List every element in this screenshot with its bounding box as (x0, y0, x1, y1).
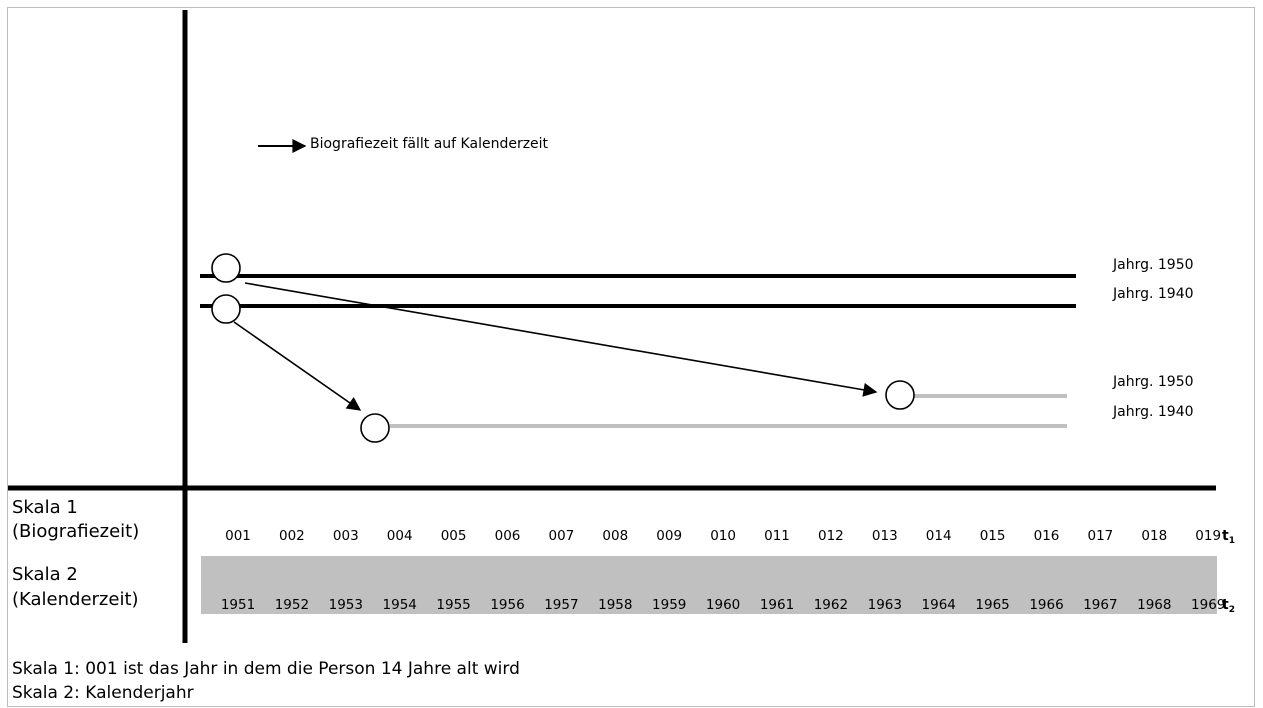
scale1-tick-group: 001 002 003 004 005 006 007 008 009 010 011 012 013 0… (225, 528, 1221, 544)
scale2-tick-1959: 1959 (652, 597, 686, 613)
scale2-tick-1964: 1964 (922, 597, 956, 613)
scale1-tick-013: 013 (872, 528, 898, 544)
scale1-tick-014: 014 (926, 528, 952, 544)
scale2-tick-1965: 1965 (975, 597, 1009, 613)
scale2-tick-1966: 1966 (1029, 597, 1063, 613)
label-1950-black: Jahrg. 1950 (1113, 257, 1194, 273)
scale1-tick-009: 009 (656, 528, 682, 544)
scale1-tick-006: 006 (495, 528, 521, 544)
t2-symbol: t2 (1222, 597, 1235, 615)
scale1-tick-015: 015 (980, 528, 1006, 544)
label-1950-gray: Jahrg. 1950 (1113, 374, 1194, 390)
scale1-tick-001: 001 (225, 528, 251, 544)
label-1940-gray: Jahrg. 1940 (1113, 404, 1194, 420)
scale2-tick-group: 1951 1952 1953 1954 1955 1956 1957 1958 1959 1960… (221, 597, 1226, 613)
scale2-label-line1: Skala 2 (12, 564, 78, 585)
scale2-tick-1969: 1969 (1191, 597, 1225, 613)
scale2-tick-1954: 1954 (383, 597, 417, 613)
scale2-tick-1960: 1960 (706, 597, 740, 613)
circle-1950-start (211, 253, 241, 283)
circle-1950-end (885, 380, 915, 410)
scale2-tick-1958: 1958 (598, 597, 632, 613)
label-1940-black: Jahrg. 1940 (1113, 286, 1194, 302)
note-scale1: Skala 1: 001 ist das Jahr in dem die Per… (12, 659, 520, 679)
t1-symbol: t1 (1222, 528, 1235, 546)
legend-text: Biografiezeit fällt auf Kalenderzeit (310, 136, 549, 152)
circle-1940-end (360, 413, 390, 443)
scale1-tick-008: 008 (602, 528, 628, 544)
note-scale2: Skala 2: Kalenderjahr (12, 683, 194, 703)
scale2-tick-1952: 1952 (275, 597, 309, 613)
scale2-tick-1961: 1961 (760, 597, 794, 613)
scale2-tick-1953: 1953 (329, 597, 363, 613)
scale1-tick-018: 018 (1141, 528, 1167, 544)
diagram-frame (7, 7, 1255, 707)
scale2-tick-1955: 1955 (436, 597, 470, 613)
scale1-tick-005: 005 (441, 528, 467, 544)
scale1-tick-011: 011 (764, 528, 790, 544)
scale1-tick-002: 002 (279, 528, 305, 544)
scale2-tick-1956: 1956 (490, 597, 524, 613)
scale1-tick-017: 017 (1088, 528, 1114, 544)
scale2-tick-1962: 1962 (814, 597, 848, 613)
scale2-tick-1957: 1957 (544, 597, 578, 613)
scale2-tick-1951: 1951 (221, 597, 255, 613)
scale1-tick-004: 004 (387, 528, 413, 544)
scale1-tick-007: 007 (549, 528, 575, 544)
scale1-tick-016: 016 (1034, 528, 1060, 544)
scale1-label-line2: (Biografiezeit) (12, 521, 140, 542)
scale2-tick-1967: 1967 (1083, 597, 1117, 613)
scale1-tick-010: 010 (710, 528, 736, 544)
arrow-1940 (233, 321, 362, 411)
scale2-label-line2: (Kalenderzeit) (12, 589, 139, 610)
scale2-tick-1968: 1968 (1137, 597, 1171, 613)
scale2-band (201, 556, 1217, 614)
arrow-1950 (244, 282, 878, 397)
scale2-tick-1963: 1963 (868, 597, 902, 613)
scale1-tick-019: 019 (1195, 528, 1221, 544)
scale1-tick-012: 012 (818, 528, 844, 544)
circle-1940-start (211, 294, 241, 324)
scale1-label-line1: Skala 1 (12, 497, 78, 518)
scale1-tick-003: 003 (333, 528, 359, 544)
